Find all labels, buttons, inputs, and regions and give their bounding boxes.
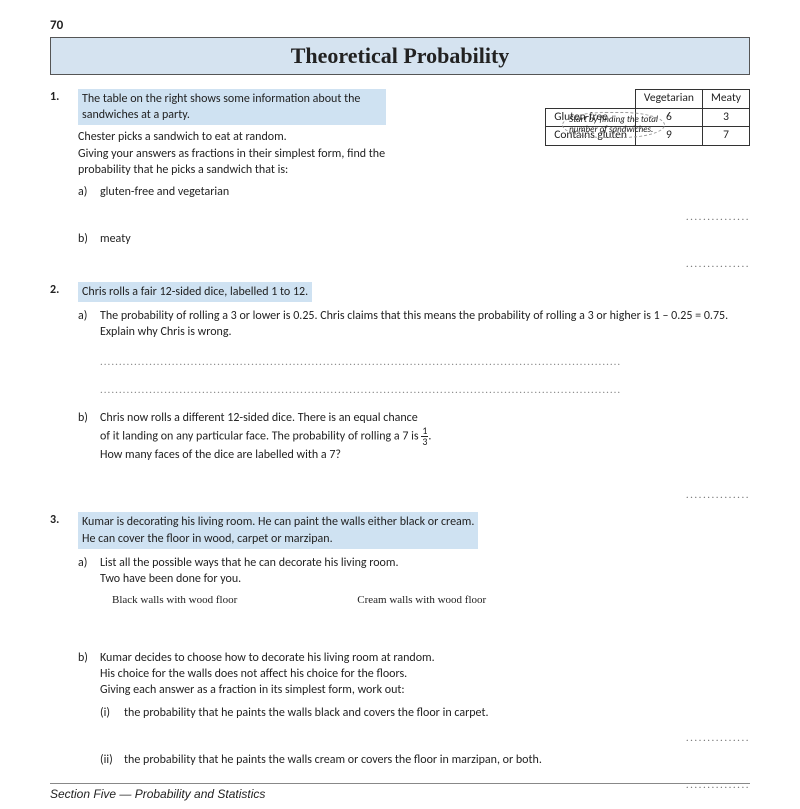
q1a-label: a) [78, 184, 100, 225]
section-footer: Section Five — Probability and Statistic… [50, 783, 750, 801]
answer-line: ............... [100, 210, 750, 225]
q1-intro: The table on the right shows some inform… [78, 89, 386, 125]
answer-line: ............... [124, 731, 750, 746]
q1b-text: meaty [100, 232, 131, 246]
q3a-examples: Black walls with wood floor Cream walls … [112, 593, 750, 608]
hint-l2: number of sandwiches. [569, 124, 653, 135]
answer-line: ............... [100, 257, 750, 272]
q1-col-meaty: Meaty [702, 90, 749, 109]
q3b-l1: Kumar decides to choose how to decorate … [100, 650, 750, 666]
q2a-text: The probability of rolling a 3 or lower … [100, 309, 728, 339]
answer-line: ............... [100, 488, 750, 503]
q3bii-text: the probability that he paints the walls… [124, 753, 542, 767]
q3bi-text: the probability that he paints the walls… [124, 706, 489, 720]
q1-cell-gf-meaty: 3 [702, 108, 749, 127]
page-number: 70 [50, 18, 750, 33]
question-3: 3. Kumar is decorating his living room. … [50, 512, 750, 792]
q2-intro: Chris rolls a fair 12-sided dice, labell… [78, 282, 312, 302]
q1-line3: Giving your answers as fractions in thei… [78, 146, 418, 178]
q3-intro-l1: Kumar is decorating his living room. He … [82, 515, 474, 529]
q3-intro: Kumar is decorating his living room. He … [78, 512, 478, 548]
q2b-l2b: . [428, 430, 431, 444]
question-2: 2. Chris rolls a fair 12-sided dice, lab… [50, 282, 750, 502]
q2a-label: a) [78, 308, 100, 402]
page-title: Theoretical Probability [50, 37, 750, 75]
q3b-l3: Giving each answer as a fraction in its … [100, 682, 750, 698]
answer-line: ........................................… [100, 355, 750, 370]
q3a-l1: List all the possible ways that he can d… [100, 555, 750, 571]
q2-number: 2. [50, 282, 78, 502]
example-2: Cream walls with wood floor [357, 593, 486, 608]
q3b-l2: His choice for the walls does not affect… [100, 666, 750, 682]
example-1: Black walls with wood floor [112, 593, 237, 608]
q1a-text: gluten-free and vegetarian [100, 185, 229, 199]
q1-number: 1. [50, 89, 78, 272]
q3bi-label: (i) [100, 705, 124, 746]
q1b-label: b) [78, 231, 100, 272]
q3b-label: b) [78, 650, 100, 793]
q2b-l2a: of it landing on any particular face. Th… [100, 430, 421, 444]
q3-intro-l2: He can cover the floor in wood, carpet o… [82, 532, 333, 546]
q2b-l2: of it landing on any particular face. Th… [100, 426, 750, 447]
q3a-label: a) [78, 555, 100, 608]
q1-col-vegetarian: Vegetarian [635, 90, 702, 109]
q1-cell-g-meaty: 7 [702, 127, 749, 146]
q2b-label: b) [78, 410, 100, 502]
q3-number: 3. [50, 512, 78, 792]
q2b-l3: How many faces of the dice are labelled … [100, 447, 750, 463]
answer-line: ........................................… [100, 383, 750, 398]
q1-hint: Start by finding the total number of san… [562, 112, 665, 138]
q3a-l2: Two have been done for you. [100, 571, 750, 587]
